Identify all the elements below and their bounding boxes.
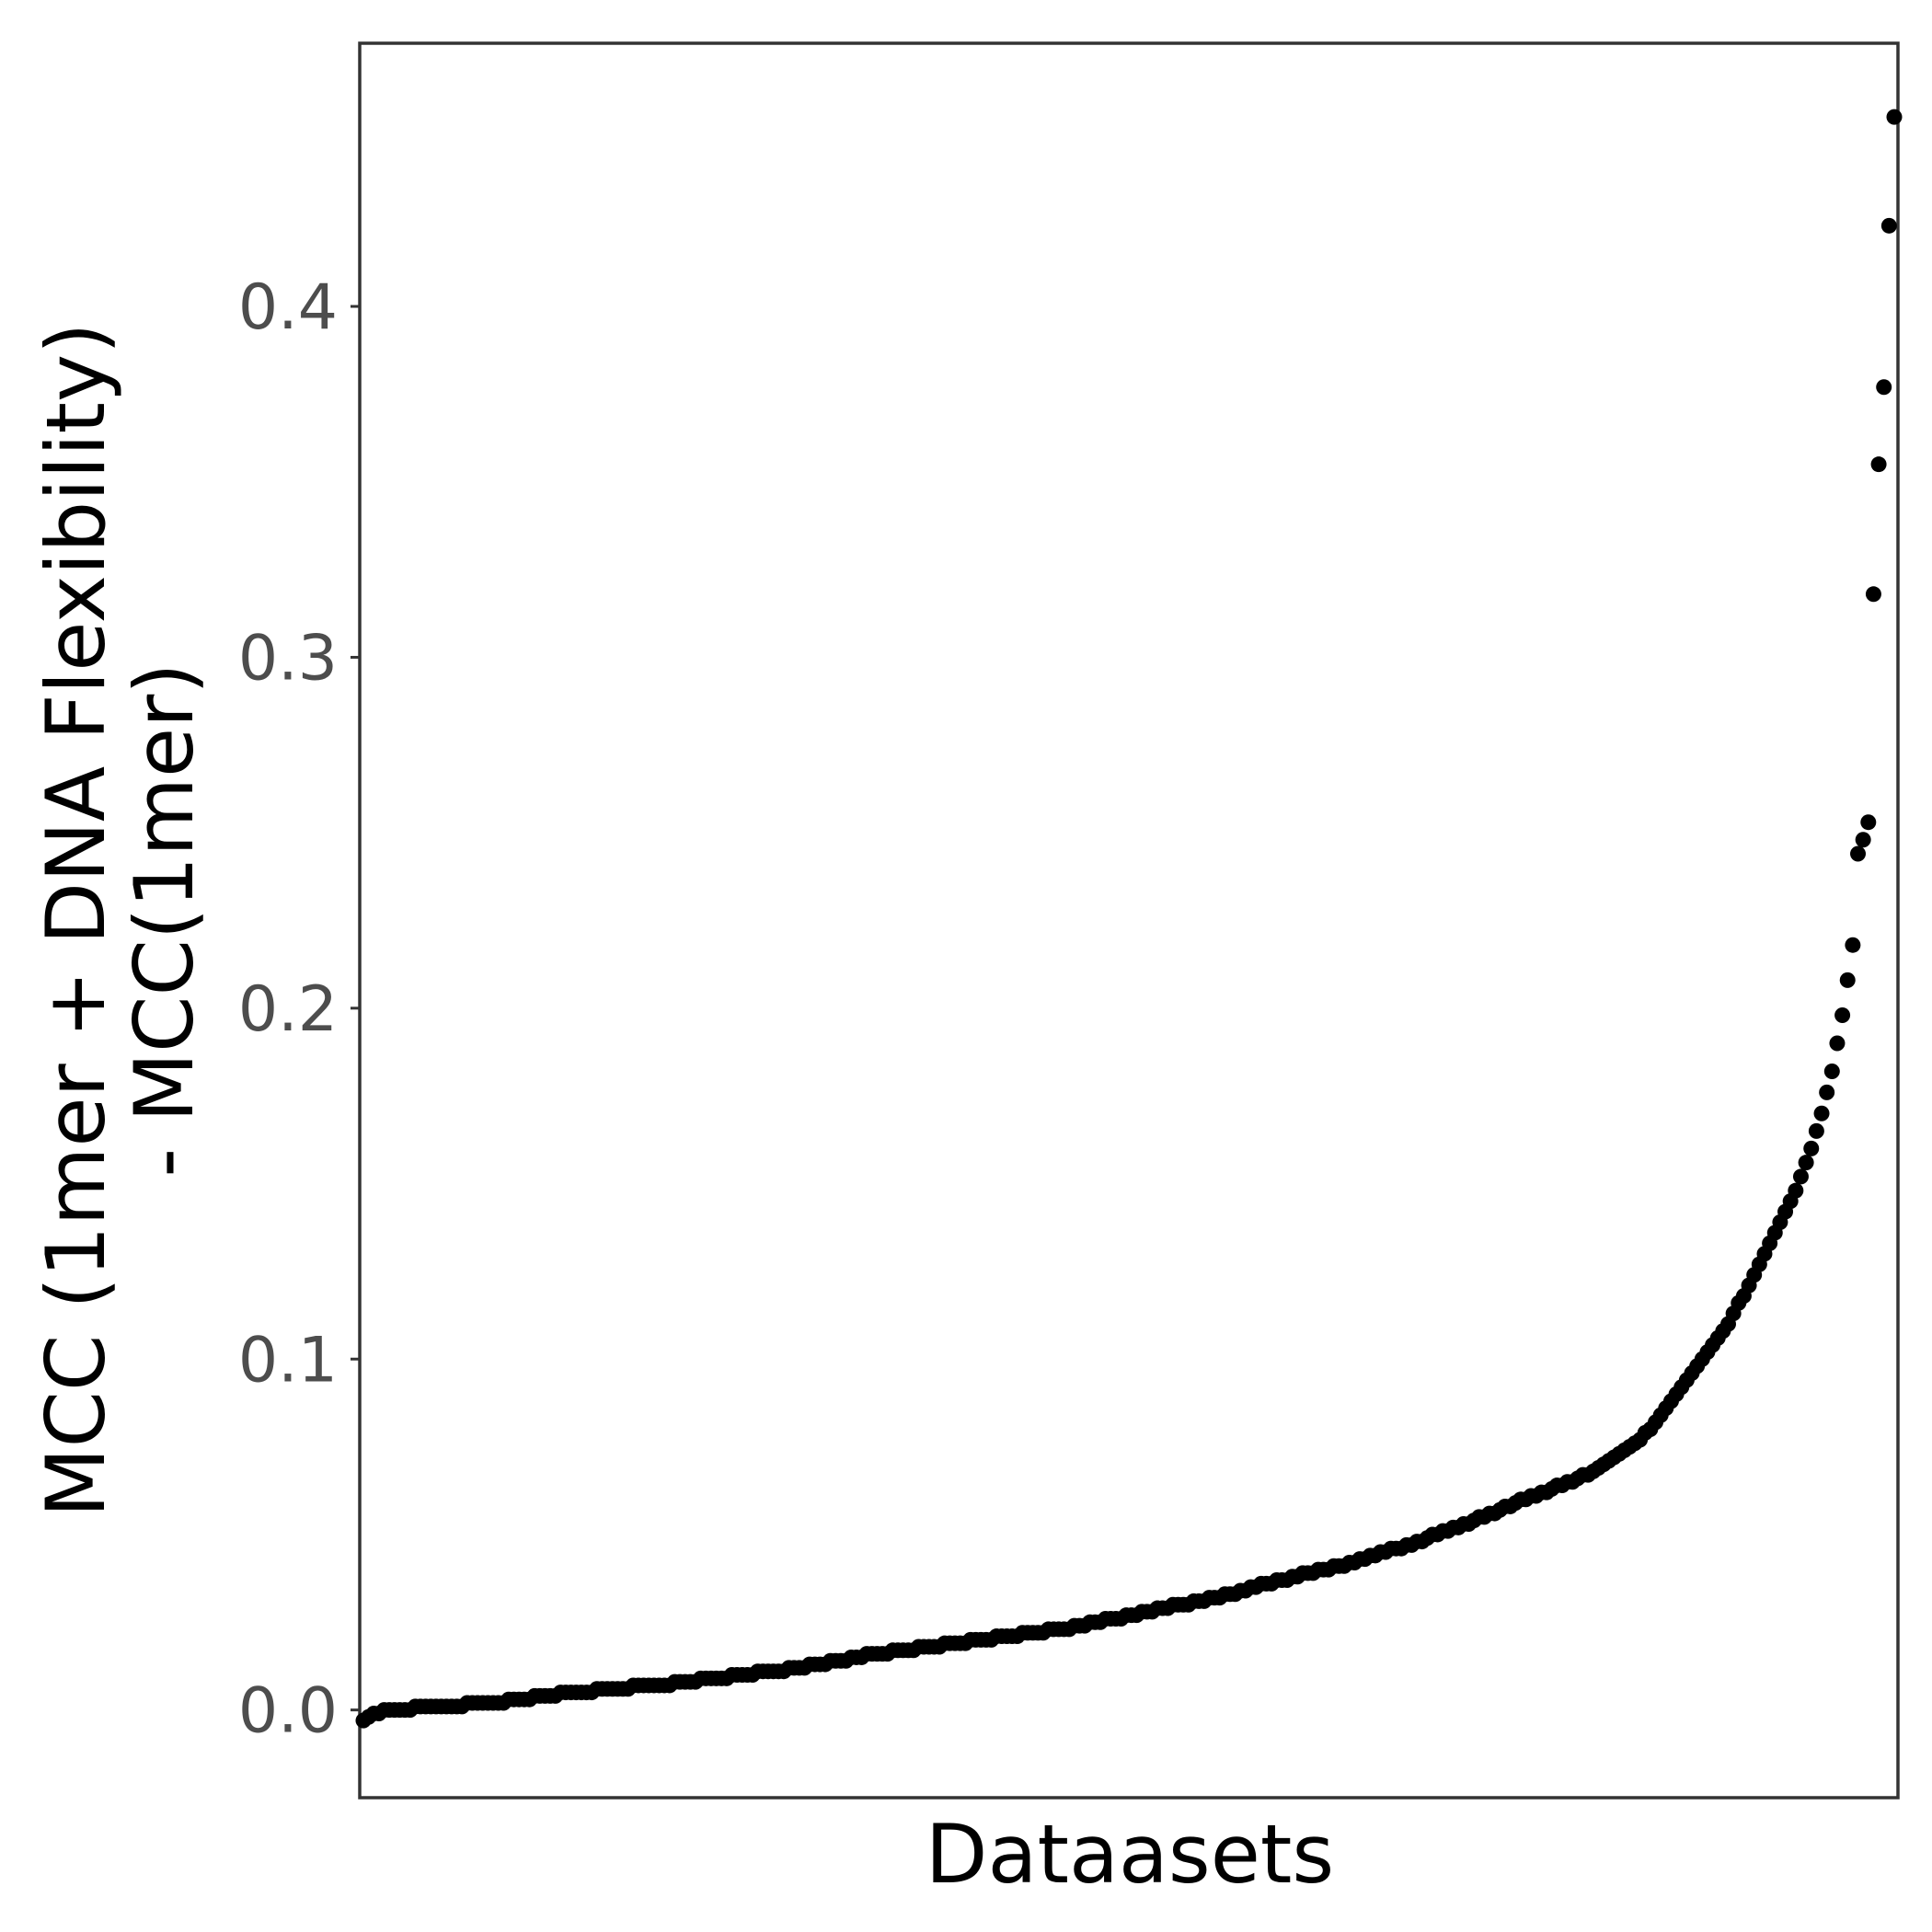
data-point (1855, 832, 1871, 848)
data-point (1823, 1064, 1840, 1080)
data-point (1845, 937, 1861, 953)
data-point (1876, 379, 1892, 396)
data-points (355, 109, 1903, 1729)
data-point (1880, 217, 1897, 234)
y-tick-label: 0.3 (238, 622, 338, 695)
data-point (1803, 1140, 1820, 1156)
x-axis-title: Dataasets (926, 1807, 1334, 1902)
data-point (1834, 1006, 1851, 1023)
data-point (1886, 109, 1903, 125)
data-point (1808, 1122, 1824, 1139)
y-axis-title-line-1: MCC (1mer + DNA Flexibility) (29, 323, 123, 1518)
y-tick-label: 0.4 (238, 271, 338, 344)
data-point (1839, 972, 1856, 988)
y-axis-ticks: 0.0 0.1 0.2 0.3 0.4 (238, 271, 360, 1748)
y-axis-title: MCC (1mer + DNA Flexibility) - MCC(1mer) (29, 323, 212, 1518)
data-point (1813, 1105, 1830, 1121)
data-point (1860, 814, 1877, 831)
data-point (1870, 456, 1887, 473)
y-tick-label: 0.1 (238, 1324, 338, 1397)
y-tick-label: 0.2 (238, 973, 338, 1046)
data-point (1850, 845, 1867, 862)
data-point (1865, 586, 1881, 603)
data-point (1829, 1035, 1846, 1052)
y-tick-label: 0.0 (238, 1675, 338, 1748)
plot-frame (358, 41, 1900, 1800)
data-point (1798, 1155, 1814, 1171)
data-point (1788, 1182, 1804, 1199)
data-point (1819, 1084, 1835, 1100)
data-point (1792, 1168, 1809, 1185)
y-axis-title-line-2: - MCC(1mer) (117, 662, 212, 1177)
